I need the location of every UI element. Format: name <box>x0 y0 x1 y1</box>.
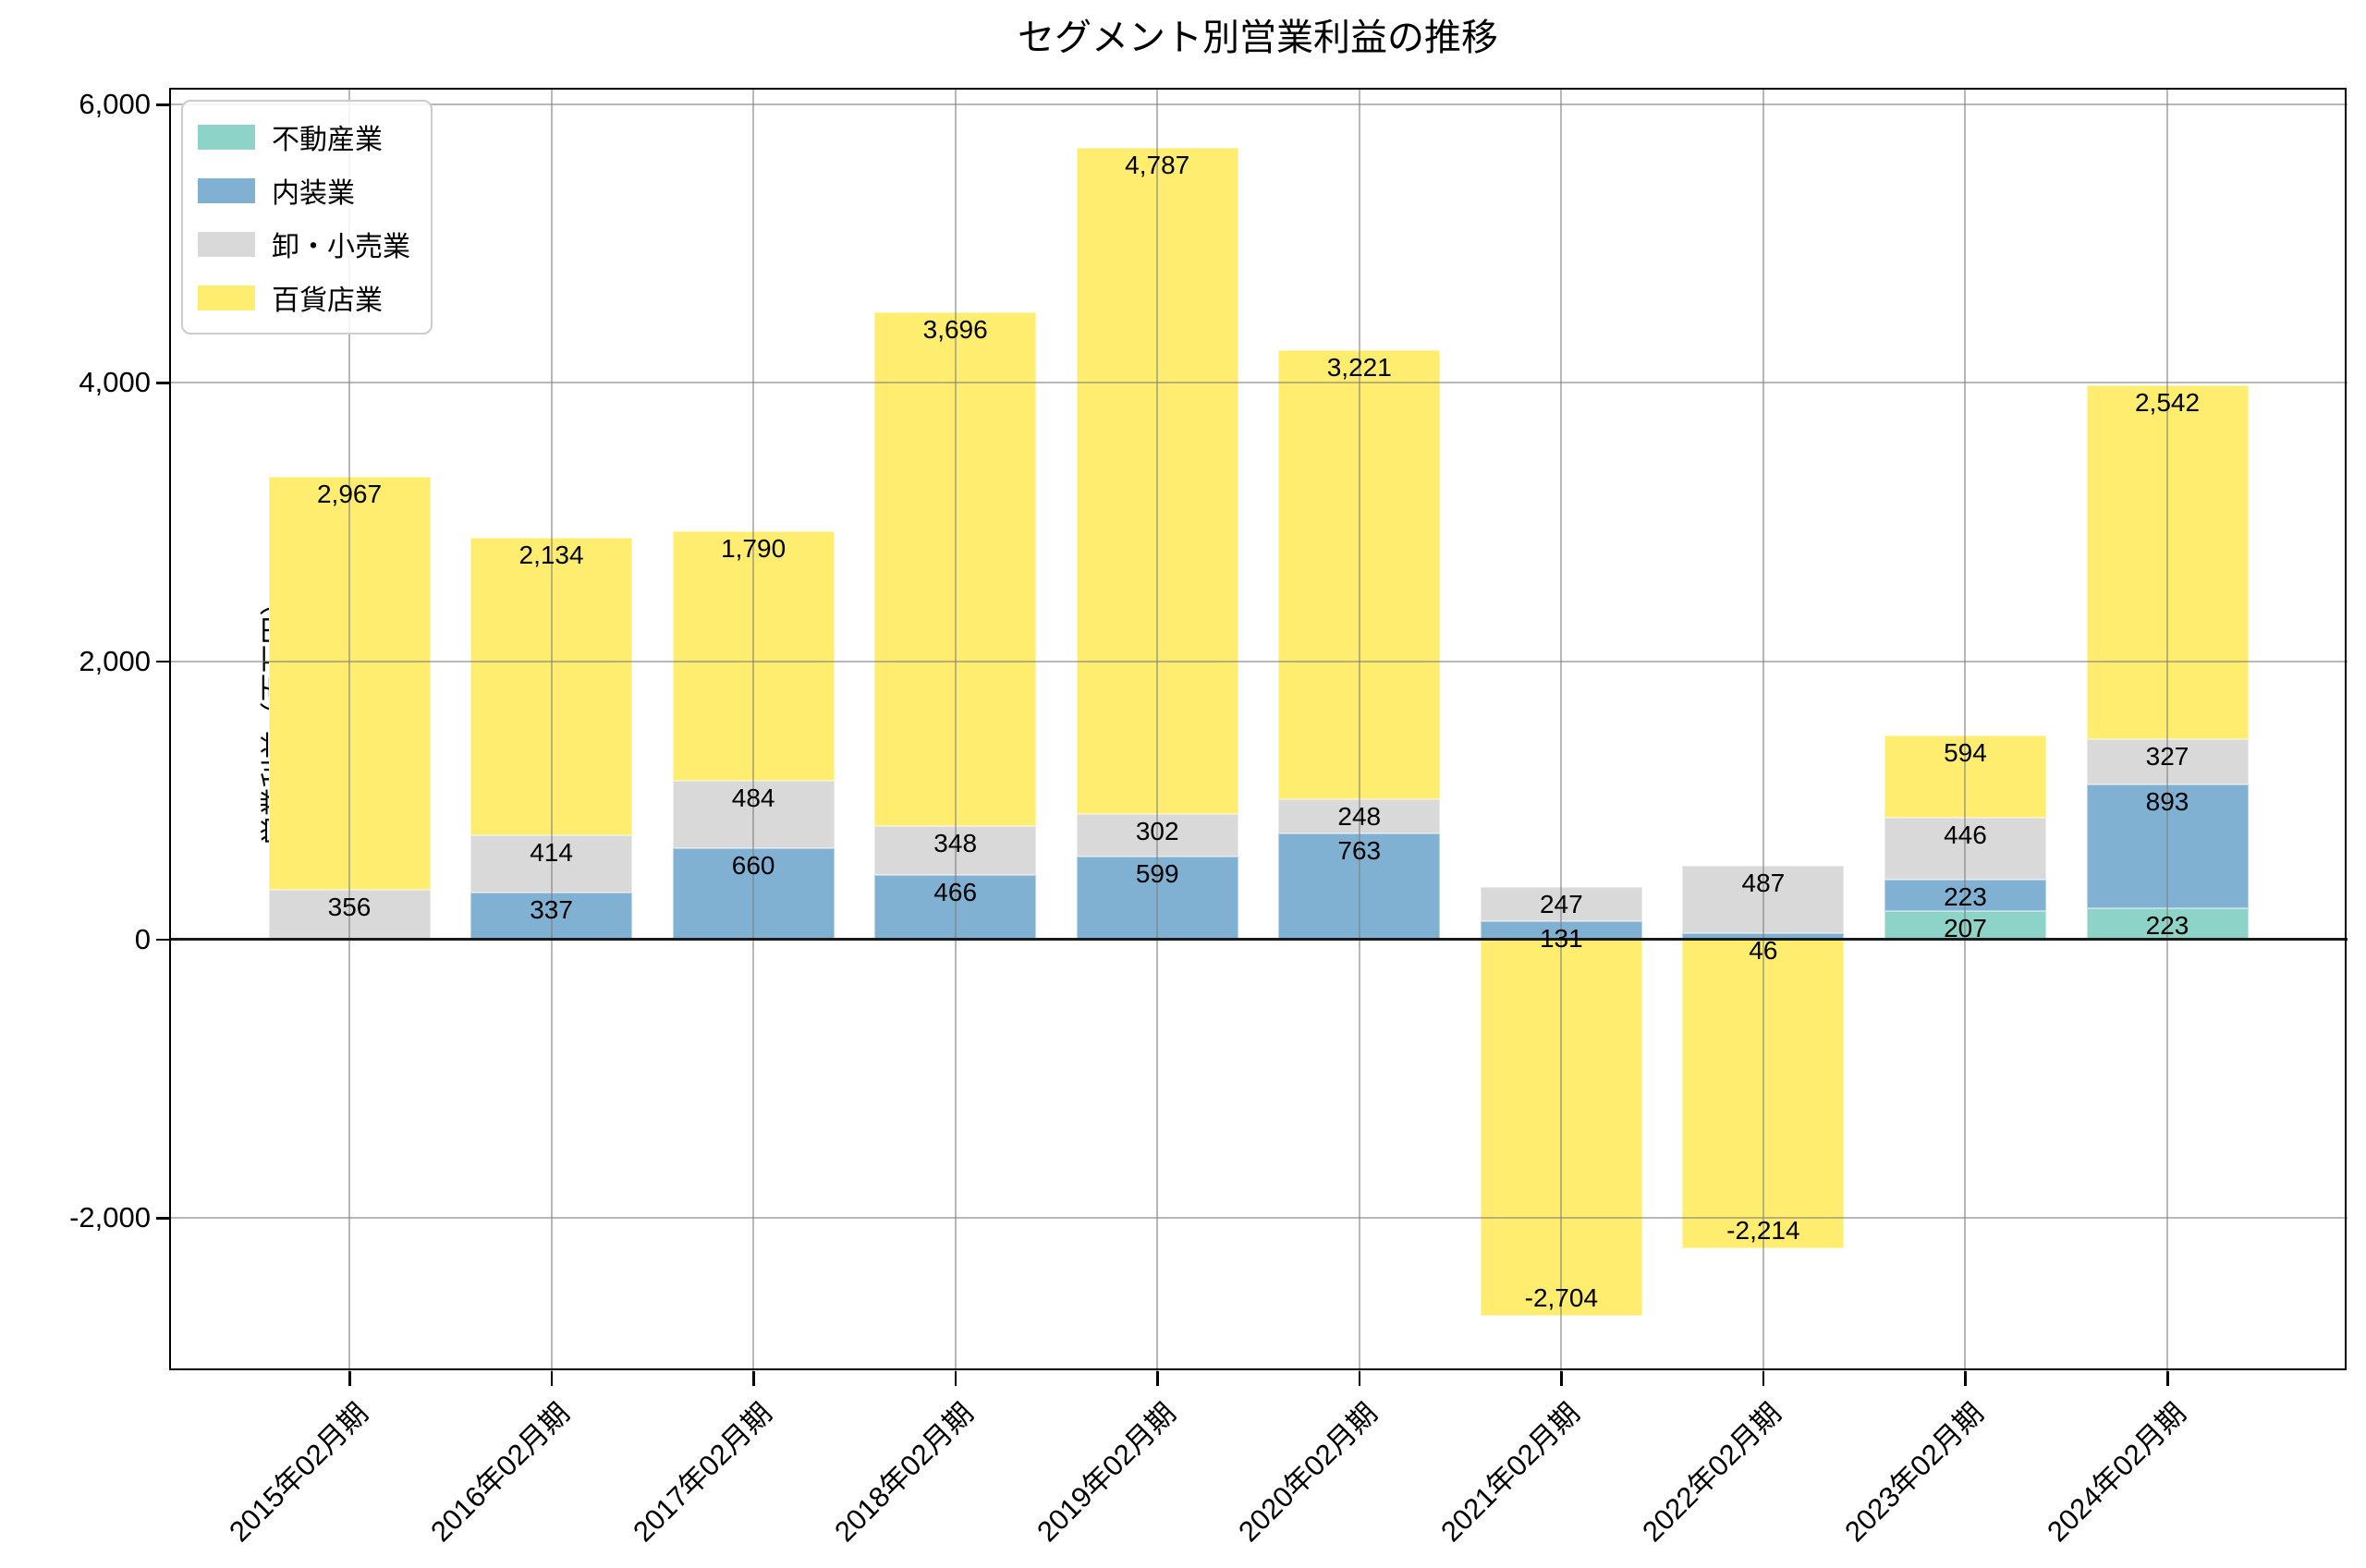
bar-value-label: 893 <box>2145 786 2189 816</box>
x-tick-mark <box>1358 1371 1361 1386</box>
bar-value-label: 466 <box>933 877 978 906</box>
bar-value-label: 3,221 <box>1326 353 1392 383</box>
v-gridline <box>348 88 350 1371</box>
bar-value-label: 248 <box>1337 801 1382 831</box>
x-tick-mark <box>550 1371 554 1386</box>
x-tick-mark <box>1156 1371 1159 1386</box>
bar-value-label: 2,542 <box>2134 387 2201 417</box>
bar-value-label: -2,214 <box>1726 1215 1800 1245</box>
legend-label: 卸・小売業 <box>272 232 410 262</box>
h-gridline <box>169 103 2348 106</box>
legend-item: 不動産業 <box>198 116 410 157</box>
x-tick-label: 2019年02月期 <box>1030 1396 1182 1549</box>
bar-value-label: 599 <box>1135 858 1179 888</box>
bar-value-label: 223 <box>2145 911 2189 941</box>
bar-value-label: 131 <box>1539 924 1583 954</box>
y-tick-label: -2,000 <box>69 1201 151 1234</box>
bar-value-label: 302 <box>1135 817 1179 846</box>
legend-swatch-icon <box>198 124 255 150</box>
v-gridline <box>1560 88 1563 1371</box>
legend: 不動産業内装業卸・小売業百貨店業 <box>181 100 433 334</box>
x-tick-label: 2015年02月期 <box>222 1396 374 1549</box>
bar-value-label: 1,790 <box>721 533 787 563</box>
v-gridline <box>752 88 755 1371</box>
bar-value-label: 763 <box>1337 836 1382 866</box>
bar-value-label: 487 <box>1741 868 1786 897</box>
bar-value-label: 484 <box>731 783 775 812</box>
x-tick-label: 2018年02月期 <box>828 1396 981 1549</box>
bar-value-label: 2,967 <box>316 480 383 509</box>
x-tick-label: 2020年02月期 <box>1232 1396 1384 1549</box>
legend-swatch-icon <box>198 177 255 203</box>
legend-swatch-icon <box>198 231 255 257</box>
bar-value-label: 446 <box>1944 820 1987 849</box>
bar-value-label: 207 <box>1944 913 1987 942</box>
bar-value-label: 594 <box>1944 737 1987 767</box>
bar-value-label: 3,696 <box>922 314 988 344</box>
v-gridline <box>1156 88 1159 1371</box>
x-tick-mark <box>1762 1371 1765 1386</box>
x-tick-label: 2024年02月期 <box>2040 1396 2192 1549</box>
chart-title: セグメント別営業利益の推移 <box>1018 18 1498 58</box>
bar-value-label: 2,134 <box>518 541 584 570</box>
x-tick-mark <box>1560 1371 1563 1386</box>
y-tick-mark <box>156 938 169 942</box>
bar-value-label: 337 <box>530 895 573 925</box>
x-tick-label: 2016年02月期 <box>424 1396 576 1549</box>
x-tick-label: 2021年02月期 <box>1434 1396 1586 1549</box>
legend-label: 内装業 <box>272 178 355 209</box>
y-tick-label: 4,000 <box>79 366 151 399</box>
x-tick-mark <box>2166 1371 2169 1386</box>
y-tick-label: 2,000 <box>79 644 151 677</box>
bar-value-label: 327 <box>2145 741 2189 771</box>
legend-swatch-icon <box>198 285 255 310</box>
legend-label: 百貨店業 <box>272 286 383 316</box>
zero-axis-line <box>169 938 2348 942</box>
x-tick-mark <box>348 1371 351 1386</box>
v-gridline <box>1358 88 1360 1371</box>
legend-item: 百貨店業 <box>198 277 410 318</box>
y-tick-mark <box>156 103 169 106</box>
x-tick-mark <box>752 1371 755 1386</box>
h-gridline <box>169 660 2348 662</box>
bar-value-label: 414 <box>530 837 573 867</box>
v-gridline <box>2166 88 2168 1371</box>
y-tick-mark <box>156 1217 169 1220</box>
bar-value-label: 660 <box>731 850 775 880</box>
x-tick-label: 2023年02月期 <box>1838 1396 1990 1549</box>
bar-value-label: -2,704 <box>1524 1283 1599 1313</box>
legend-item: 卸・小売業 <box>198 224 410 264</box>
h-gridline <box>169 1217 2348 1220</box>
y-tick-mark <box>156 382 169 384</box>
bar-value-label: 348 <box>933 829 978 858</box>
legend-label: 不動産業 <box>272 125 383 155</box>
bar-value-label: 356 <box>327 893 372 922</box>
bar-value-label: 223 <box>1944 882 1987 912</box>
x-tick-label: 2017年02月期 <box>626 1396 778 1549</box>
y-tick-label: 0 <box>134 922 151 955</box>
v-gridline <box>1964 88 1967 1371</box>
bar-value-label: 247 <box>1539 890 1583 919</box>
x-tick-label: 2022年02月期 <box>1636 1396 1788 1549</box>
x-tick-mark <box>1964 1371 1967 1386</box>
v-gridline <box>1762 88 1764 1371</box>
legend-item: 内装業 <box>198 170 410 211</box>
h-gridline <box>169 382 2348 384</box>
y-tick-mark <box>156 660 169 663</box>
y-tick-label: 6,000 <box>79 88 151 121</box>
v-gridline <box>954 88 957 1371</box>
bar-value-label: 46 <box>1749 936 1778 966</box>
x-tick-mark <box>954 1371 957 1386</box>
bar-value-label: 4,787 <box>1125 151 1190 180</box>
v-gridline <box>550 88 553 1371</box>
